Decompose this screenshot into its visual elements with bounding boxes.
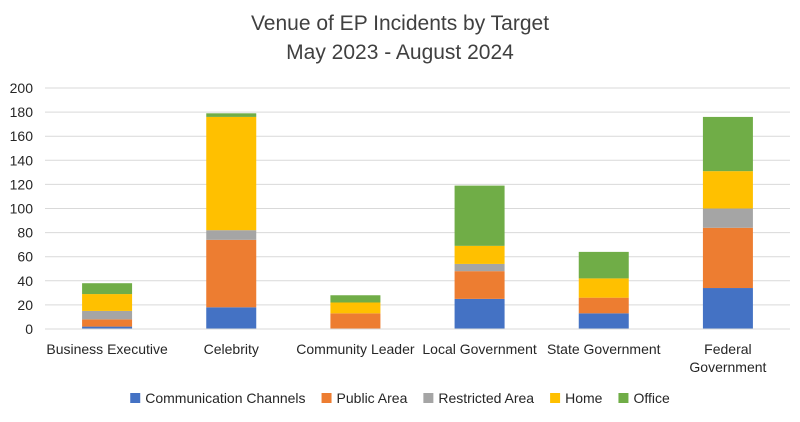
x-category-label-line: Government <box>689 359 766 375</box>
bar-segment <box>82 319 133 327</box>
x-category-label-line: Business Executive <box>46 341 168 357</box>
bar-segment <box>82 294 133 311</box>
bar-segment <box>206 307 257 329</box>
x-category-label: Business Executive <box>46 341 168 357</box>
legend-item: Communication Channels <box>130 390 306 406</box>
bar-segment <box>82 283 133 295</box>
y-tick-label: 100 <box>10 201 34 217</box>
chart-title-line: May 2023 - August 2024 <box>286 41 514 64</box>
x-category-label-line: Community Leader <box>296 341 415 357</box>
bar-segment <box>578 313 629 329</box>
legend-label: Communication Channels <box>145 390 305 406</box>
legend-item: Home <box>550 390 603 406</box>
y-tick-label: 120 <box>10 176 34 192</box>
legend-item: Office <box>618 390 670 406</box>
y-tick-label: 60 <box>17 249 33 265</box>
bar-segment <box>702 116 753 172</box>
chart-title: Venue of EP Incidents by Target May 2023 … <box>251 12 549 64</box>
legend-item: Public Area <box>321 390 408 406</box>
x-category-label-line: State Government <box>547 341 661 357</box>
legend-label: Home <box>565 390 603 406</box>
bar-segment <box>454 271 505 299</box>
bar-segment <box>330 313 381 329</box>
x-category-label-line: Celebrity <box>204 341 259 357</box>
bar-segment <box>330 295 381 303</box>
y-tick-label: 0 <box>25 321 33 337</box>
legend: Communication Channels Public Area Restric… <box>130 390 670 406</box>
bars <box>82 113 753 329</box>
legend-swatch <box>130 393 141 403</box>
bar-segment <box>702 288 753 329</box>
legend-label: Restricted Area <box>438 390 534 406</box>
legend-label: Office <box>633 390 670 406</box>
bar-segment <box>206 113 257 117</box>
legend-swatch <box>618 393 629 403</box>
legend-swatch <box>550 393 561 403</box>
y-tick-label: 80 <box>17 225 33 241</box>
bar-segment <box>82 326 133 329</box>
bar-segment <box>206 239 257 308</box>
bar-segment <box>454 298 505 329</box>
y-tick-label: 140 <box>10 152 34 168</box>
x-category-label: Celebrity <box>204 341 259 357</box>
bar-segment <box>454 263 505 272</box>
bar-segment <box>454 185 505 246</box>
bar-segment <box>330 302 381 314</box>
x-category-label-line: Federal <box>704 341 751 357</box>
chart-title-line: Venue of EP Incidents by Target <box>251 12 549 35</box>
legend-item: Restricted Area <box>423 390 534 406</box>
x-category-label: Local Government <box>422 341 537 357</box>
bar-segment <box>702 227 753 289</box>
bar-segment <box>578 278 629 298</box>
legend-swatch <box>423 393 434 403</box>
gridlines <box>45 87 790 306</box>
x-category-label: Federal Government <box>689 341 766 375</box>
y-tick-label: 20 <box>17 297 33 313</box>
axes: 0 20 40 60 80 100 120 140 160 180 200 Business Exec… <box>10 80 790 375</box>
bar-segment <box>702 171 753 209</box>
bar-segment <box>206 230 257 240</box>
bar-segment <box>578 297 629 314</box>
bar-segment <box>82 310 133 320</box>
y-tick-label: 180 <box>10 104 34 120</box>
y-tick-label: 40 <box>17 273 33 289</box>
x-category-label-line: Local Government <box>422 341 537 357</box>
bar-segment <box>206 116 257 231</box>
bar-segment <box>702 208 753 228</box>
bar-segment <box>454 245 505 264</box>
y-tick-label: 160 <box>10 128 34 144</box>
x-category-label: Community Leader <box>296 341 415 357</box>
y-tick-label: 200 <box>10 80 34 96</box>
legend-swatch <box>321 393 332 403</box>
legend-label: Public Area <box>337 390 408 406</box>
x-category-label: State Government <box>547 341 661 357</box>
bar-segment <box>578 251 629 279</box>
